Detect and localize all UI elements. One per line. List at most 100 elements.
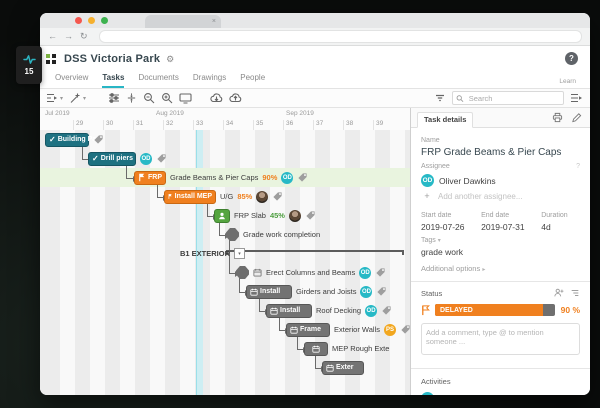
zoom-out-icon[interactable] (143, 92, 155, 104)
gantt-bar-frp-grade-beams[interactable]: FRP (134, 170, 166, 185)
zoom-in-icon[interactable] (161, 92, 173, 104)
app-logo-icon[interactable] (46, 54, 56, 64)
tab-overview[interactable]: Overview (55, 73, 89, 82)
assignee-badge[interactable]: PS (383, 323, 396, 336)
tag-value[interactable]: grade work (421, 247, 464, 257)
panel-toggle-icon[interactable] (570, 92, 582, 104)
task-label[interactable]: MEP Rough Exte (332, 344, 390, 353)
tab-drawings[interactable]: Drawings (192, 73, 227, 82)
browser-tab[interactable]: × (145, 15, 221, 28)
duration-value[interactable]: 4d (541, 222, 551, 232)
task-details-tab[interactable]: Task details (417, 112, 474, 128)
task-label[interactable]: Girders and Joists (296, 287, 357, 296)
user-avatar[interactable] (544, 52, 557, 65)
tag-icon[interactable] (305, 210, 316, 221)
task-label[interactable]: Erect Columns and Beams (266, 268, 356, 277)
gantt-chart[interactable]: Jul 2019 Aug 2019 Sep 2019 29 30 31 32 3… (40, 108, 410, 395)
gantt-bar-frp-slab[interactable] (214, 208, 230, 223)
gantt-bar-frame-exterior-walls[interactable]: Frame (286, 322, 330, 337)
tag-icon[interactable] (400, 324, 410, 335)
group-label[interactable]: B1 EXTERIOR (180, 249, 231, 258)
task-list-toggle-icon[interactable]: ▾ (46, 92, 63, 104)
display-settings-icon[interactable] (108, 92, 120, 104)
tab-close-icon[interactable]: × (211, 18, 216, 25)
reload-icon[interactable]: ↻ (80, 31, 88, 41)
cloud-download-icon[interactable] (210, 92, 223, 104)
end-date-value[interactable]: 2019-07-31 (481, 222, 525, 232)
assignee-badge[interactable]: OD (140, 152, 152, 165)
activities-label: Activities (421, 377, 451, 386)
additional-options-toggle[interactable]: Additional options ▸ (421, 264, 486, 273)
zoom-window-button[interactable] (101, 17, 108, 24)
search-box[interactable] (452, 91, 564, 105)
month-label: Aug 2019 (156, 110, 184, 117)
tag-icon[interactable] (272, 191, 283, 202)
tag-icon[interactable] (93, 134, 104, 145)
gantt-bar-install-girders[interactable]: Install (246, 284, 292, 299)
assignee-badge[interactable]: OD (281, 171, 294, 184)
task-label[interactable]: Roof Decking (316, 306, 362, 315)
task-progress: 90% (262, 173, 278, 182)
task-label[interactable]: U/G (220, 192, 234, 201)
milestone-marker[interactable] (226, 228, 239, 241)
forward-icon[interactable]: → (64, 31, 73, 41)
tab-people[interactable]: People (240, 73, 266, 82)
auto-schedule-wand-icon[interactable]: ▾ (69, 92, 86, 104)
gantt-bar-drill-piers[interactable]: ✓ Drill piers (88, 151, 136, 166)
edit-pencil-icon[interactable] (571, 112, 582, 123)
tags-label[interactable]: Tags ▾ (421, 237, 441, 244)
cloud-upload-icon[interactable] (229, 92, 242, 104)
comment-input[interactable] (421, 323, 580, 355)
sort-icon[interactable] (570, 288, 580, 298)
url-bar[interactable] (98, 30, 582, 43)
learn-link[interactable]: Learn (559, 78, 576, 85)
tag-icon[interactable] (376, 286, 387, 297)
caret-down-icon[interactable]: ▾ (60, 95, 64, 102)
filter-icon[interactable] (434, 92, 446, 104)
assignee-help-icon[interactable]: ? (576, 163, 580, 170)
assignee-name[interactable]: Oliver Dawkins (439, 175, 496, 186)
task-label[interactable]: Grade work completion (243, 230, 321, 239)
milestone-marker[interactable] (236, 266, 249, 279)
tag-icon[interactable] (156, 153, 167, 164)
assignee-badge[interactable]: OD (360, 285, 373, 298)
close-window-button[interactable] (75, 17, 82, 24)
assignee-avatar[interactable] (256, 190, 269, 203)
gantt-bar-building-pad[interactable]: ✓ Building Pad (45, 132, 100, 147)
collapse-rows-icon[interactable] (126, 92, 137, 104)
help-icon[interactable]: ? (565, 52, 578, 65)
tab-tasks[interactable]: Tasks (102, 73, 125, 88)
task-label[interactable]: Grade Beams & Pier Caps (170, 173, 259, 182)
browser-tabstrip: × (40, 13, 590, 28)
caret-down-icon[interactable]: ▾ (83, 95, 87, 102)
tab-documents[interactable]: Documents (138, 73, 179, 82)
bar-label: Install MEP (174, 193, 212, 200)
activity-avatar-badge: OD (421, 392, 434, 395)
tag-icon[interactable] (381, 305, 392, 316)
minimize-window-button[interactable] (88, 17, 95, 24)
back-icon[interactable]: ← (48, 31, 57, 41)
gantt-bar-mep-rough[interactable] (304, 341, 328, 356)
task-label[interactable]: Exterior Walls (334, 325, 380, 334)
print-icon[interactable] (552, 112, 563, 123)
status-progress-bar[interactable]: DELAYED (435, 304, 555, 316)
assignee-badge[interactable]: OD (365, 304, 378, 317)
assignee-badge[interactable]: OD (359, 266, 372, 279)
project-settings-gear-icon[interactable]: ⚙ (166, 53, 175, 64)
watcher-icon[interactable] (554, 288, 564, 298)
gantt-bar-install-roof-decking[interactable]: Install (266, 303, 312, 318)
extension-badge[interactable]: 15 (16, 46, 42, 84)
tag-icon[interactable] (375, 267, 386, 278)
add-assignee-row[interactable]: + Add another assignee... (421, 191, 580, 201)
assignee-avatar[interactable] (288, 209, 301, 222)
start-date-value[interactable]: 2019-07-26 (421, 222, 465, 232)
gantt-bar-exterior[interactable]: Exter (322, 360, 364, 375)
search-input[interactable] (466, 92, 560, 104)
dependency-connector (297, 335, 307, 353)
tag-icon[interactable] (297, 172, 308, 183)
fit-to-screen-icon[interactable] (179, 92, 192, 104)
gantt-bar-install-mep[interactable]: Install MEP (164, 189, 216, 204)
task-label[interactable]: FRP Slab (234, 211, 266, 220)
group-collapse-icon[interactable]: ▾ (234, 248, 246, 259)
plus-icon: + (424, 191, 430, 201)
